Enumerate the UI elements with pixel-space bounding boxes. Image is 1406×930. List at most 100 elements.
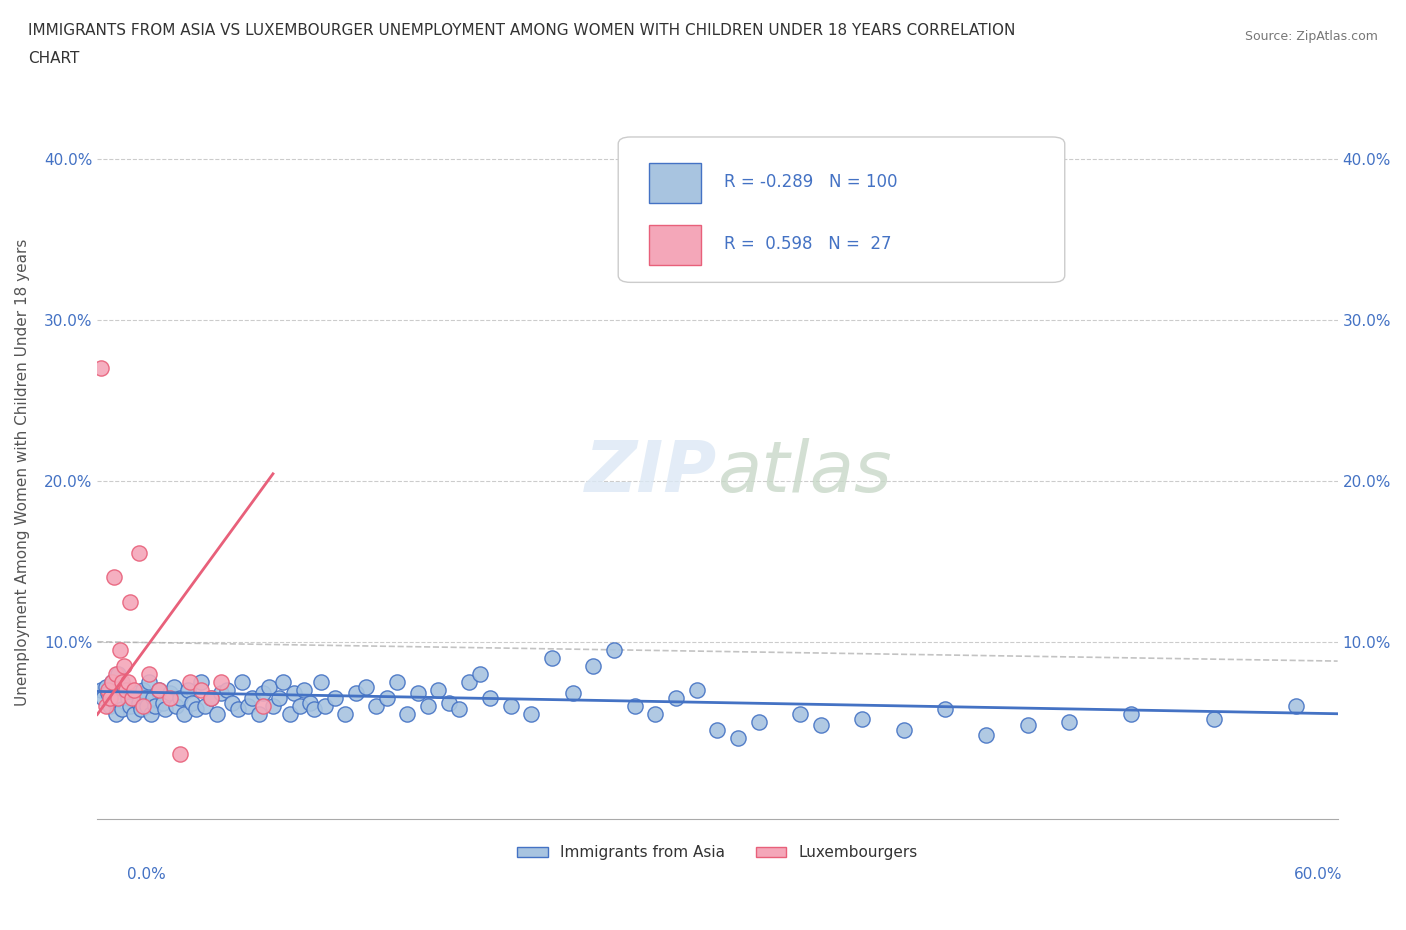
Point [155,702,177,717]
Point [623,698,645,713]
Point [97,683,120,698]
Point [375,691,398,706]
Point [851,711,873,726]
Point [1285,698,1308,713]
Point [138,674,160,689]
Point [117,674,139,689]
Point [112,658,135,673]
Point [292,683,315,698]
Point [111,674,134,689]
Point [447,702,470,717]
Point [186,702,208,717]
Point [706,723,728,737]
Point [173,707,195,722]
Point [1202,711,1225,726]
Point [90,361,112,376]
Point [335,707,357,722]
Point [499,698,522,713]
Point [200,691,222,706]
Point [727,731,749,746]
Point [90,683,112,698]
Text: Source: ZipAtlas.com: Source: ZipAtlas.com [1244,30,1378,43]
Point [288,698,311,713]
Point [314,698,336,713]
FancyBboxPatch shape [619,137,1064,283]
Point [209,674,232,689]
Point [416,698,439,713]
Point [344,685,367,700]
Point [810,718,832,733]
Point [385,674,408,689]
Y-axis label: Unemployment Among Women with Children Under 18 years: Unemployment Among Women with Children U… [15,239,30,707]
Point [194,698,217,713]
Point [134,691,156,706]
Point [221,696,243,711]
Point [561,685,583,700]
Legend: Immigrants from Asia, Luxembourgers: Immigrants from Asia, Luxembourgers [512,840,924,867]
Point [458,674,481,689]
Point [299,696,322,711]
Point [165,698,187,713]
Point [1017,718,1039,733]
Point [104,707,127,722]
Point [179,674,201,689]
Point [163,680,186,695]
Point [159,685,181,700]
Point [107,667,129,682]
Point [205,707,228,722]
Point [135,698,157,713]
Point [169,691,191,706]
Point [120,594,142,609]
Point [247,707,270,722]
Point [177,683,200,698]
Point [541,650,564,665]
Point [139,707,162,722]
Point [789,707,811,722]
Point [603,643,626,658]
Text: R =  0.598   N =  27: R = 0.598 N = 27 [724,235,891,253]
Point [121,691,143,706]
Point [169,747,191,762]
Point [226,702,249,717]
Point [98,698,121,713]
Point [129,702,152,717]
Bar [650,163,702,203]
Point [257,680,280,695]
Point [1119,707,1142,722]
Point [934,702,956,717]
Point [108,643,131,658]
Point [468,667,491,682]
Point [98,691,121,706]
Point [124,683,146,698]
Point [93,691,115,706]
Point [128,546,150,561]
Point [520,707,543,722]
Point [125,685,148,700]
Point [138,667,160,682]
Point [94,698,117,713]
Point [132,683,155,698]
Point [104,667,127,682]
Point [582,658,605,673]
Point [103,694,125,709]
Point [94,680,117,695]
Point [190,683,212,698]
Text: ZIP: ZIP [585,438,717,507]
Point [427,683,450,698]
Point [252,685,274,700]
Point [152,696,174,711]
Point [100,674,122,689]
Point [396,707,419,722]
Point [1057,715,1080,730]
Text: atlas: atlas [717,438,891,507]
Point [309,674,332,689]
Point [644,707,666,722]
Point [107,691,129,706]
Point [354,680,377,695]
Point [103,570,125,585]
Point [262,698,284,713]
Point [231,674,253,689]
Point [128,696,150,711]
Text: R = -0.289   N = 100: R = -0.289 N = 100 [724,173,897,191]
Point [209,685,232,700]
